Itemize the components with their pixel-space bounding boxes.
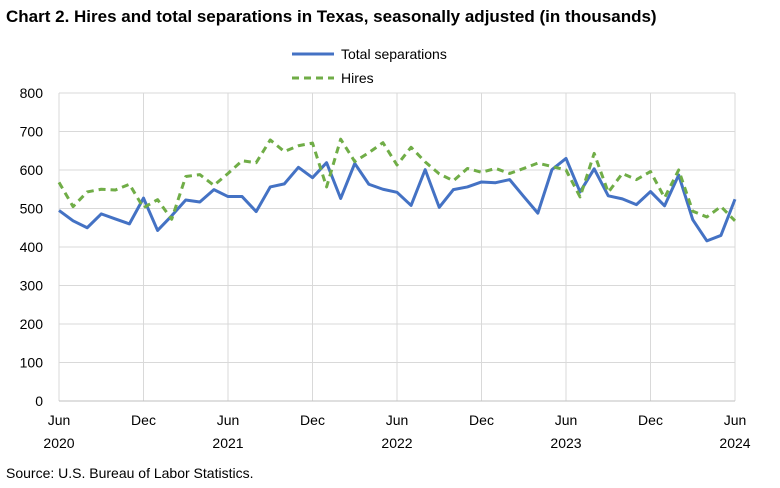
x-tick-year: 2024 (719, 435, 750, 451)
y-tick-label: 800 (20, 85, 44, 101)
y-tick-label: 700 (20, 124, 44, 140)
y-tick-label: 0 (35, 393, 43, 409)
x-tick-month: Jun (48, 412, 71, 428)
y-tick-label: 300 (20, 278, 44, 294)
x-tick-year: 2023 (550, 435, 581, 451)
chart-title: Chart 2. Hires and total separations in … (6, 7, 657, 26)
legend-label: Total separations (341, 46, 447, 62)
x-tick-month: Jun (555, 412, 578, 428)
y-tick-label: 400 (20, 239, 44, 255)
x-tick-month: Dec (131, 412, 156, 428)
gridlines (58, 92, 736, 401)
legend: Total separations Hires (292, 46, 447, 86)
x-tick-year: 2020 (43, 435, 74, 451)
x-tick-month: Dec (638, 412, 663, 428)
y-tick-label: 200 (20, 316, 44, 332)
y-tick-label: 500 (20, 201, 44, 217)
x-tick-month: Jun (724, 412, 747, 428)
y-tick-label: 100 (20, 355, 44, 371)
legend-label: Hires (341, 70, 374, 86)
x-tick-year: 2021 (212, 435, 243, 451)
x-tick-month: Jun (217, 412, 240, 428)
x-tick-month: Jun (386, 412, 409, 428)
source-note: Source: U.S. Bureau of Labor Statistics. (6, 465, 254, 481)
x-tick-month: Dec (300, 412, 325, 428)
x-tick-month: Dec (469, 412, 494, 428)
series-lines (57, 137, 737, 243)
x-tick-year: 2022 (381, 435, 412, 451)
total-separations-line (58, 156, 737, 243)
y-tick-label: 600 (20, 162, 44, 178)
axes: 0 100 200 300 400 500 600 700 800 Jun 2020 Dec Jun 20… (20, 85, 751, 451)
hires-line (57, 137, 737, 222)
